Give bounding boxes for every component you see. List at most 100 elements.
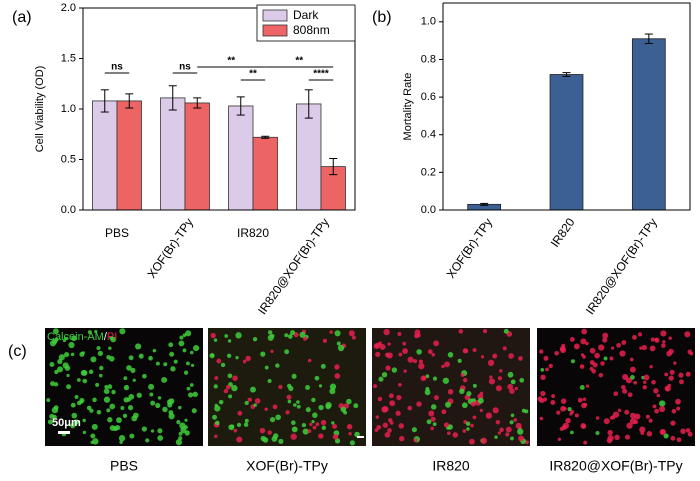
cell-dot <box>654 408 659 414</box>
y-tick-label: 0.2 <box>421 166 436 178</box>
cell-dot <box>106 355 111 360</box>
cell-dot <box>494 435 498 439</box>
bar <box>160 97 186 211</box>
cell-dot <box>509 420 514 425</box>
cell-dot <box>119 440 123 445</box>
cell-dot <box>337 344 345 352</box>
cell-dot <box>385 365 391 371</box>
significance-label: **** <box>313 69 329 80</box>
cell-dot <box>626 422 633 429</box>
cell-dot <box>291 426 298 433</box>
cell-dot <box>540 374 546 380</box>
cell-dot <box>589 360 595 365</box>
cell-dot <box>191 408 197 414</box>
cell-dot <box>267 378 272 384</box>
cell-dot <box>189 383 194 387</box>
cell-dot <box>332 434 339 440</box>
cell-dot <box>106 408 111 413</box>
significance-label: ns <box>179 62 191 73</box>
y-tick-label: 0.8 <box>421 53 436 65</box>
cell-dot <box>472 383 477 388</box>
cell-dot <box>624 434 631 440</box>
cell-dot <box>148 355 153 361</box>
cell-dot <box>318 384 323 388</box>
cell-dot <box>269 417 276 423</box>
cell-dot <box>477 397 484 404</box>
cell-dot <box>430 404 437 410</box>
cell-dot <box>80 369 87 376</box>
cell-dot <box>155 361 160 366</box>
cell-dot <box>259 427 266 434</box>
cell-dot <box>508 353 514 359</box>
cell-dot <box>118 435 126 442</box>
cell-dot <box>433 395 439 401</box>
cell-dot <box>384 352 390 358</box>
cell-dot <box>108 346 112 350</box>
error-bar <box>480 202 489 206</box>
cell-dot <box>64 336 69 341</box>
cell-dot <box>416 349 422 355</box>
cell-dot <box>318 404 324 411</box>
cell-dot <box>585 384 590 388</box>
cell-dot <box>296 400 300 404</box>
cell-dot <box>305 384 311 390</box>
cell-dot <box>267 430 272 435</box>
cell-dot <box>660 330 667 337</box>
cell-dot <box>403 369 407 373</box>
cell-dot <box>152 348 157 353</box>
cell-dot <box>216 358 222 364</box>
cell-dot <box>94 329 98 334</box>
cell-dot <box>138 353 144 359</box>
cell-dot <box>228 394 233 399</box>
cell-dot <box>579 364 585 369</box>
cell-dot <box>264 365 269 370</box>
cell-dot <box>398 423 404 429</box>
cell-dot <box>581 328 588 335</box>
cell-dot <box>321 425 327 430</box>
cell-dot <box>150 400 156 406</box>
cell-dot <box>76 400 82 406</box>
cell-dot <box>184 430 190 436</box>
cell-dot <box>90 356 97 363</box>
cell-dot <box>669 369 675 375</box>
panel-label: (b) <box>372 9 392 26</box>
cell-dot <box>548 363 553 369</box>
cell-dot <box>218 399 224 405</box>
cell-dot <box>479 391 484 396</box>
cell-dot <box>684 331 691 338</box>
cell-dot <box>302 428 309 435</box>
cell-dot <box>96 409 102 415</box>
cell-dot <box>307 358 312 363</box>
cell-dot <box>470 423 474 428</box>
cell-dot <box>53 382 59 387</box>
error-bar <box>100 89 109 113</box>
cell-dot <box>178 340 185 347</box>
cell-dot <box>334 373 341 379</box>
cell-dot <box>543 397 548 402</box>
cell-dot <box>184 418 188 422</box>
y-tick-label: 0.5 <box>61 153 76 165</box>
cell-dot <box>560 398 567 404</box>
cell-dot <box>284 333 289 338</box>
cell-dot <box>498 369 503 373</box>
cell-dot <box>242 359 247 364</box>
cell-dot <box>273 433 279 439</box>
cell-dot <box>70 352 75 357</box>
cell-dot <box>667 383 672 388</box>
cell-dot <box>562 422 569 429</box>
cell-dot <box>287 399 292 404</box>
cell-dot <box>71 412 78 419</box>
cell-dot <box>482 329 488 334</box>
cell-dot <box>602 332 609 339</box>
cell-dot <box>87 330 92 335</box>
cell-dot <box>402 341 407 346</box>
cell-dot <box>488 378 496 385</box>
cell-dot <box>550 400 556 405</box>
cell-dot <box>465 421 471 426</box>
cell-dot <box>309 422 313 427</box>
cell-dot <box>145 438 150 443</box>
cell-dot <box>621 384 626 390</box>
cell-dot <box>398 382 402 387</box>
cell-dot <box>247 397 252 402</box>
cell-dot <box>307 429 312 434</box>
